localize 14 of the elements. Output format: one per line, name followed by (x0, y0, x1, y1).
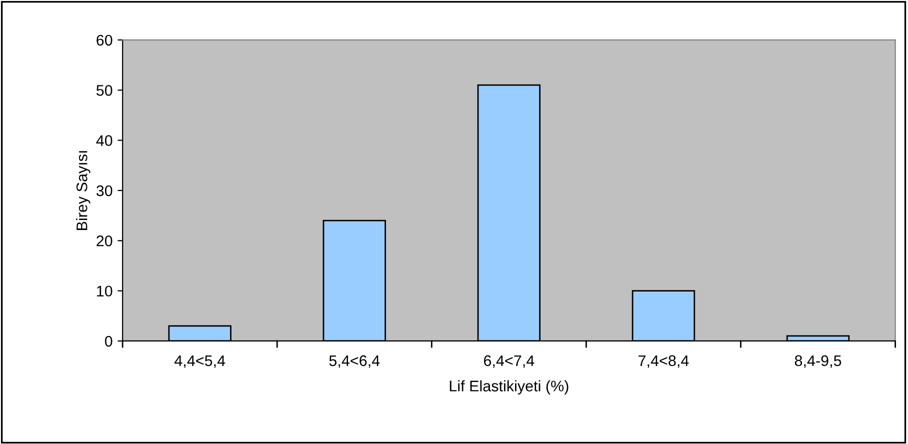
x-axis-title: Lif Elastikiyeti (%) (450, 380, 568, 394)
x-tick-label: 5,4<6,4 (329, 355, 380, 368)
y-tick-label: 30 (96, 185, 112, 196)
y-axis-title: Birey Sayısı (76, 151, 90, 230)
x-tick-label: 4,4<5,4 (174, 355, 226, 368)
y-tick-label: 60 (96, 34, 112, 46)
x-tick-label: 7,4<8,4 (638, 355, 689, 368)
y-tick-label: 40 (96, 135, 112, 146)
y-tick-label: 0 (104, 336, 112, 347)
y-tick-label: 50 (96, 85, 112, 96)
x-tick-label: 6,4<7,4 (484, 355, 534, 368)
x-tick-label: 8,4-9,5 (794, 355, 842, 368)
y-tick-label: 10 (97, 286, 112, 297)
y-tick-label: 20 (96, 236, 112, 246)
